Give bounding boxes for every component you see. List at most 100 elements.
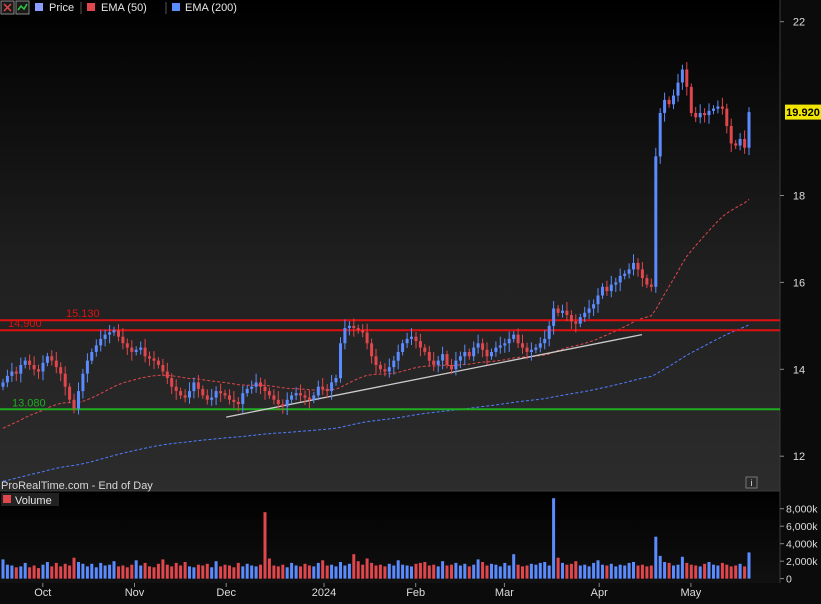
candle-body bbox=[503, 343, 507, 346]
volume-bar bbox=[174, 562, 178, 579]
close-icon-glyph bbox=[3, 3, 12, 12]
candle-body bbox=[236, 401, 240, 405]
candle-body bbox=[267, 391, 271, 396]
volume-bar bbox=[165, 564, 169, 579]
info-button[interactable]: i bbox=[745, 476, 758, 489]
candle-body bbox=[263, 386, 267, 391]
candle-body bbox=[343, 328, 347, 344]
volume-bar bbox=[672, 565, 675, 579]
legend-volume-label[interactable]: Volume bbox=[15, 495, 52, 507]
candle-body bbox=[294, 393, 298, 396]
last-price-value: 19.920 bbox=[786, 107, 820, 119]
volume-legend-box bbox=[1, 493, 59, 506]
volume-bar bbox=[108, 564, 112, 579]
volume-bar bbox=[85, 566, 89, 579]
candle-body bbox=[609, 284, 613, 292]
candle-body bbox=[605, 286, 609, 292]
candle-body bbox=[658, 113, 662, 157]
info-icon[interactable] bbox=[745, 476, 758, 489]
y-tick-label: 14 bbox=[793, 364, 805, 376]
volume-bar bbox=[356, 561, 360, 579]
candle-body bbox=[183, 395, 187, 398]
volume-bar bbox=[112, 561, 116, 579]
candle-body bbox=[28, 360, 32, 365]
volume-bar bbox=[445, 565, 449, 579]
volume-bar bbox=[490, 563, 493, 579]
volume-bar bbox=[14, 567, 18, 579]
candle-body bbox=[312, 395, 316, 400]
volume-bar bbox=[170, 566, 174, 579]
candle-body bbox=[392, 360, 396, 368]
candle-body bbox=[423, 347, 427, 352]
candle-body bbox=[694, 113, 698, 118]
legend-toggle-price[interactable]: Price bbox=[0, 0, 74, 15]
candle-body bbox=[427, 352, 431, 361]
candle-body bbox=[165, 371, 169, 378]
volume-bar bbox=[467, 566, 471, 579]
candle-body bbox=[512, 334, 516, 339]
info-icon-glyph: i bbox=[751, 478, 753, 488]
volume-tick-label: 0 bbox=[786, 574, 792, 586]
candle-body bbox=[143, 347, 147, 357]
candle-body bbox=[680, 69, 684, 83]
candle-body bbox=[565, 310, 569, 315]
candle-body bbox=[14, 371, 18, 374]
candle-body bbox=[378, 365, 382, 370]
volume-bar bbox=[285, 567, 289, 579]
volume-bar bbox=[618, 564, 622, 579]
candle-body bbox=[77, 391, 80, 409]
candle-body bbox=[454, 360, 458, 370]
volume-bar bbox=[214, 561, 218, 579]
candle-body bbox=[325, 388, 329, 392]
candle-body bbox=[467, 352, 471, 357]
candle-body bbox=[81, 373, 85, 392]
volume-bar bbox=[561, 562, 564, 579]
candle-body bbox=[676, 82, 680, 96]
volume-bar bbox=[161, 559, 165, 579]
volume-bar bbox=[640, 564, 644, 579]
candle-body bbox=[441, 354, 445, 361]
candle-body bbox=[63, 373, 67, 387]
candle-body bbox=[747, 112, 751, 148]
candle-body bbox=[259, 382, 262, 387]
volume-bar bbox=[712, 564, 715, 579]
volume-bar bbox=[556, 557, 560, 579]
volume-bar bbox=[578, 565, 582, 579]
candle-body bbox=[405, 338, 409, 344]
candle-body bbox=[219, 391, 223, 394]
candle-body bbox=[250, 386, 254, 389]
volume-bar bbox=[680, 556, 684, 579]
candle-body bbox=[205, 395, 209, 400]
volume-bar bbox=[738, 563, 742, 579]
candle-body bbox=[436, 360, 440, 365]
volume-tick-label: 2,000k bbox=[786, 556, 818, 568]
candle-body bbox=[1, 382, 5, 387]
candle-body bbox=[490, 352, 493, 357]
candle-body bbox=[32, 365, 36, 370]
volume-bar bbox=[401, 564, 405, 579]
candle-body bbox=[476, 343, 480, 348]
candle-body bbox=[232, 399, 236, 402]
candle-body bbox=[241, 393, 245, 405]
candle-body bbox=[703, 113, 707, 116]
volume-bar bbox=[507, 565, 511, 579]
candle-body bbox=[618, 275, 622, 283]
legend-toggle-ema200[interactable]: EMA (200) bbox=[172, 2, 237, 14]
candle-body bbox=[117, 330, 120, 337]
candle-body bbox=[552, 308, 556, 326]
candle-body bbox=[59, 367, 63, 374]
candle-body bbox=[450, 365, 453, 370]
volume-bar bbox=[134, 560, 138, 579]
ema50-color-swatch bbox=[87, 3, 95, 11]
candle-body bbox=[352, 325, 356, 329]
candle-body bbox=[636, 262, 640, 270]
candle-body bbox=[734, 143, 738, 146]
candle-body bbox=[525, 347, 529, 352]
volume-bar bbox=[50, 566, 54, 579]
candle-body bbox=[543, 338, 547, 344]
volume-bar bbox=[476, 559, 480, 579]
legend-toggle-ema50[interactable]: EMA (50) bbox=[87, 2, 147, 14]
volume-bar bbox=[94, 567, 98, 579]
candle-body bbox=[339, 343, 342, 379]
